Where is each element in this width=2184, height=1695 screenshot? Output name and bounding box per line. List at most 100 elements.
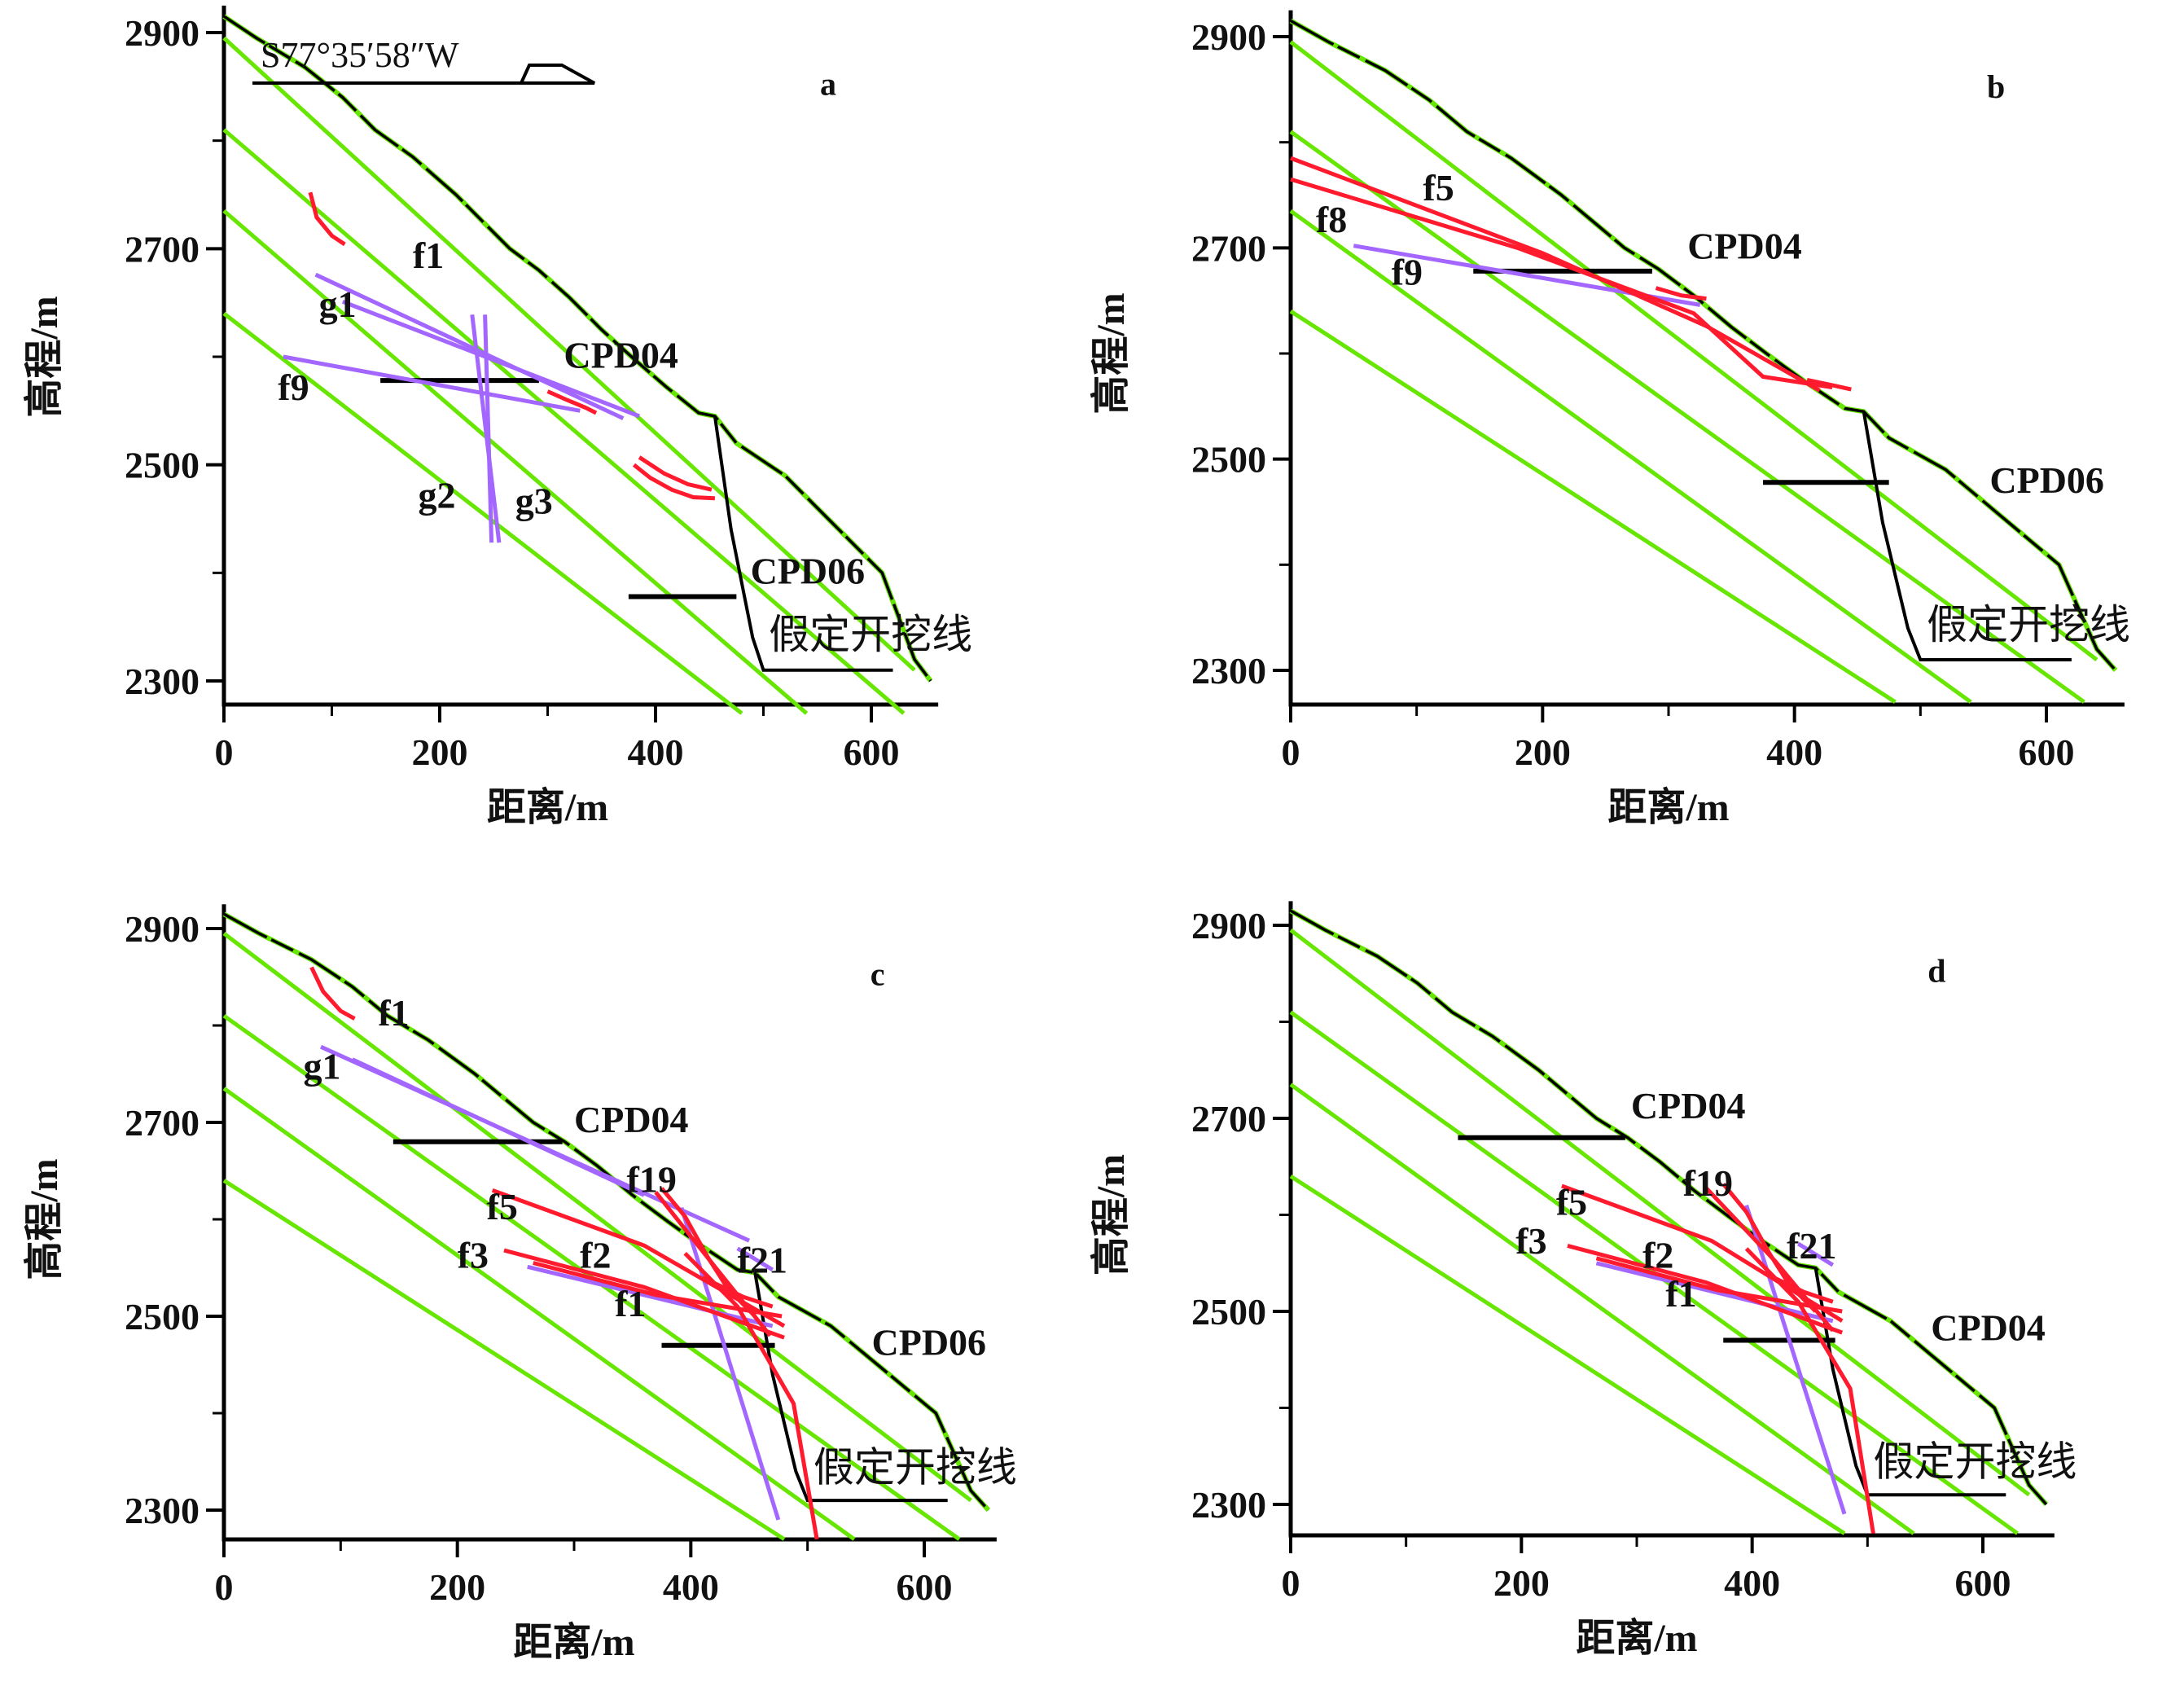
y-tick-label: 2700 xyxy=(1191,1098,1266,1140)
y-axis-title: 高程/m xyxy=(23,1158,66,1280)
ground-surface-line xyxy=(223,912,990,1512)
x-axis-title: 距离/m xyxy=(1607,786,1729,829)
feature-label: f2 xyxy=(1642,1235,1673,1276)
feature-label: g2 xyxy=(419,475,456,516)
joint-line xyxy=(283,354,581,413)
x-tick-label: 600 xyxy=(2019,731,2075,773)
layer-boundary-line xyxy=(1289,310,1897,704)
joint-line xyxy=(470,314,502,543)
fault-line xyxy=(1655,286,1707,301)
excavation-line xyxy=(1862,411,2072,661)
joint-line xyxy=(314,272,625,420)
bearing-indicator: S77°35′58″W xyxy=(252,35,595,85)
feature-label: CPD06 xyxy=(751,551,866,592)
x-tick-label: 200 xyxy=(429,1566,485,1608)
fault-line xyxy=(1290,177,1833,389)
layer-boundary-line xyxy=(222,36,916,672)
feature-label: CPD06 xyxy=(1989,459,2104,501)
joint-line xyxy=(351,1057,646,1197)
feature-label: CPD04 xyxy=(574,1099,689,1140)
fault-line xyxy=(308,191,346,247)
panel-letter: b xyxy=(1987,68,2005,105)
joint-line xyxy=(1744,1204,1847,1515)
panel-b: 2900 2700 2500 2300 0 200 400 600 距离/m 高程/m b f5 f8 f… xyxy=(1090,10,2130,829)
y-tick-label: 2500 xyxy=(1191,1291,1266,1333)
joint-line xyxy=(483,314,494,543)
x-tick-label: 600 xyxy=(897,1566,953,1608)
joint-line xyxy=(679,1206,781,1521)
fault-line xyxy=(1806,377,1852,392)
ground-surface-line xyxy=(1290,19,2117,672)
feature-label: CPD06 xyxy=(872,1322,987,1363)
fault-line xyxy=(546,389,598,415)
y-tick-label: 2300 xyxy=(1191,650,1266,692)
joint-line xyxy=(527,1264,774,1328)
feature-label: f5 xyxy=(1556,1182,1587,1223)
joint-line xyxy=(1796,1241,1835,1267)
y-tick-label: 2700 xyxy=(125,1102,200,1144)
y-tick-label: 2700 xyxy=(1191,227,1266,269)
ground-surface-line xyxy=(1290,909,2048,1506)
x-tick-label: 600 xyxy=(1955,1562,2011,1604)
excavation-label: 假定开挖线 xyxy=(814,1443,1017,1491)
x-axis-title: 距离/m xyxy=(1576,1617,1697,1660)
layer-boundary-line xyxy=(1289,130,2085,704)
feature-label: f1 xyxy=(413,235,444,276)
fault-line xyxy=(1721,1183,1818,1313)
fault-line xyxy=(1762,1271,1834,1304)
x-tick-label: 400 xyxy=(1766,731,1822,773)
fault-line xyxy=(638,455,713,492)
layer-boundary-line xyxy=(1289,40,2098,661)
y-axis-title: 高程/m xyxy=(23,296,66,417)
feature-label: f3 xyxy=(1515,1220,1546,1262)
feature-label: f5 xyxy=(487,1186,518,1227)
excavation-line xyxy=(1813,1267,2006,1497)
feature-label: f9 xyxy=(1392,252,1423,293)
x-tick-label: 400 xyxy=(1724,1562,1780,1604)
feature-label: f2 xyxy=(580,1235,611,1276)
feature-label: f5 xyxy=(1423,167,1454,209)
layer-boundary-line xyxy=(222,128,906,715)
x-tick-label: 200 xyxy=(1493,1562,1550,1604)
y-tick-label: 2900 xyxy=(125,908,200,950)
feature-label: f19 xyxy=(1683,1162,1733,1204)
feature-label: CPD04 xyxy=(564,334,678,375)
feature-label: f21 xyxy=(1787,1225,1836,1267)
x-tick-label: 0 xyxy=(1282,731,1300,773)
surface-green-line xyxy=(222,911,991,1513)
feature-label: CPD04 xyxy=(1687,225,1802,266)
panel-letter: d xyxy=(1927,952,1945,989)
layer-boundary-line xyxy=(222,1179,786,1541)
feature-label: f21 xyxy=(738,1239,787,1280)
x-tick-label: 0 xyxy=(215,731,234,773)
feature-label: CPD04 xyxy=(1931,1307,2046,1349)
feature-label: CPD04 xyxy=(1631,1085,1746,1126)
excavation-line xyxy=(753,1272,948,1503)
y-tick-label: 2900 xyxy=(1191,905,1266,946)
y-tick-label: 2300 xyxy=(1191,1484,1266,1526)
direction-arrow-icon xyxy=(252,64,595,85)
y-tick-label: 2500 xyxy=(125,445,200,486)
x-tick-label: 0 xyxy=(215,1566,234,1608)
excavation-label: 假定开挖线 xyxy=(1927,601,2130,648)
panel-c: 2900 2700 2500 2300 0 200 400 600 距离/m 高程/m c f1 g1 C… xyxy=(23,904,1017,1664)
feature-label: g1 xyxy=(319,283,357,325)
panel-letter: c xyxy=(871,956,885,993)
layer-boundary-line xyxy=(1289,209,1972,704)
layer-boundary-line xyxy=(222,1087,856,1541)
fault-line xyxy=(632,463,716,501)
x-tick-label: 200 xyxy=(1515,731,1571,773)
layer-boundary-line xyxy=(1289,928,2031,1497)
x-axis-title: 距离/m xyxy=(513,1621,634,1664)
feature-label: f1 xyxy=(615,1283,646,1324)
layer-boundary-line xyxy=(1289,1174,1846,1535)
layer-boundary-line xyxy=(222,311,743,715)
feature-label: f1 xyxy=(378,992,409,1034)
excavation-line xyxy=(713,415,893,672)
x-tick-label: 400 xyxy=(628,731,684,773)
feature-label: f19 xyxy=(627,1159,677,1201)
ground-surface-line xyxy=(223,15,932,683)
surface-green-line xyxy=(1289,18,2118,673)
joint-line xyxy=(341,299,641,419)
